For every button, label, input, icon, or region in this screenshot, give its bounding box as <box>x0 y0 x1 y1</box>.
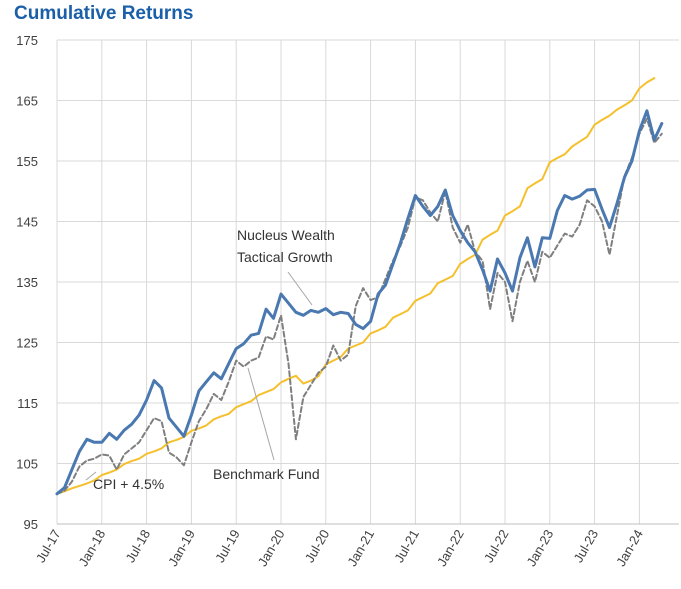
x-tick-label: Jan-20 <box>255 527 288 569</box>
series-line-benchmark-fund <box>56 117 663 495</box>
y-tick-label: 155 <box>16 154 38 169</box>
annotation-layer: Nucleus Wealth Tactical Growth Benchmark… <box>85 227 335 492</box>
series-layer <box>55 77 664 496</box>
x-tick-label: Jul-22 <box>481 527 512 565</box>
x-tick-label: Jan-19 <box>165 527 198 569</box>
annotation-cpi: CPI + 4.5% <box>93 476 164 492</box>
annotation-benchmark-fund: Benchmark Fund <box>213 466 320 482</box>
series-line-nucleus-wealth-tactical-growth <box>55 109 664 496</box>
benchmark-fund-leader-line <box>247 367 275 461</box>
x-tick-label: Jan-22 <box>434 527 467 569</box>
annotation-tactical-growth-line2: Tactical Growth <box>237 249 333 265</box>
y-tick-label: 105 <box>16 457 38 472</box>
annotation-tactical-growth-line1: Nucleus Wealth <box>237 227 335 243</box>
chart-title: Cumulative Returns <box>14 3 194 24</box>
x-tick-label: Jan-23 <box>524 527 557 569</box>
y-tick-label: 175 <box>16 33 38 48</box>
cpi-leader-line <box>85 471 97 481</box>
x-tick-label: Jul-18 <box>122 527 153 565</box>
x-tick-label: Jan-21 <box>344 527 377 569</box>
x-tick-label: Jan-24 <box>613 527 646 569</box>
y-tick-label: 145 <box>16 215 38 230</box>
x-tick-label: Jul-23 <box>570 527 601 565</box>
x-tick-label: Jul-19 <box>212 527 243 565</box>
y-tick-label: 135 <box>16 275 38 290</box>
x-tick-label: Jul-21 <box>391 527 422 565</box>
y-tick-label: 95 <box>24 517 38 532</box>
y-tick-label: 165 <box>16 94 38 109</box>
y-tick-label: 125 <box>16 336 38 351</box>
tactical-growth-leader-line <box>287 271 313 306</box>
grid-layer <box>56 39 679 525</box>
x-tick-label: Jul-20 <box>302 527 333 565</box>
series-line-cpi-4-5 <box>56 77 656 495</box>
x-tick-label: Jan-18 <box>76 527 109 569</box>
y-tick-label: 115 <box>17 396 38 411</box>
x-tick-label: Jul-17 <box>33 527 64 565</box>
